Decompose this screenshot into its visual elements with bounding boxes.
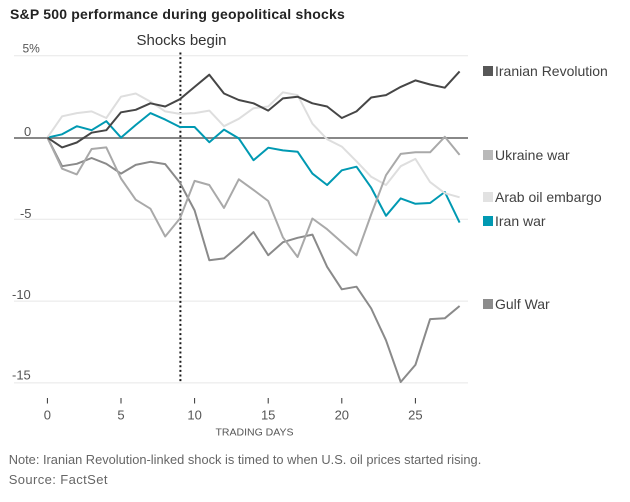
svg-text:0: 0: [24, 124, 31, 139]
svg-text:Source: FactSet: Source: FactSet: [9, 472, 108, 487]
svg-text:Note: Iranian Revolution-linke: Note: Iranian Revolution-linked shock is…: [9, 452, 482, 467]
svg-text:S&P 500 performance during geo: S&P 500 performance during geopolitical …: [10, 6, 345, 22]
svg-text:Arab oil embargo: Arab oil embargo: [495, 189, 602, 205]
svg-text:0: 0: [44, 408, 51, 423]
svg-text:5%: 5%: [22, 42, 40, 56]
svg-text:Gulf War: Gulf War: [495, 296, 550, 312]
svg-text:Iranian Revolution: Iranian Revolution: [495, 63, 608, 79]
svg-text:-15: -15: [12, 368, 31, 383]
svg-text:Ukraine war: Ukraine war: [495, 147, 570, 163]
svg-text:20: 20: [335, 408, 349, 423]
svg-text:15: 15: [261, 408, 275, 423]
svg-text:Iran war: Iran war: [495, 213, 546, 229]
svg-text:-10: -10: [12, 287, 31, 302]
svg-text:10: 10: [187, 408, 201, 423]
svg-text:-5: -5: [20, 206, 32, 221]
svg-text:25: 25: [408, 408, 422, 423]
svg-text:TRADING DAYS: TRADING DAYS: [216, 427, 294, 439]
svg-text:Shocks begin: Shocks begin: [136, 32, 226, 49]
svg-text:5: 5: [117, 408, 124, 423]
